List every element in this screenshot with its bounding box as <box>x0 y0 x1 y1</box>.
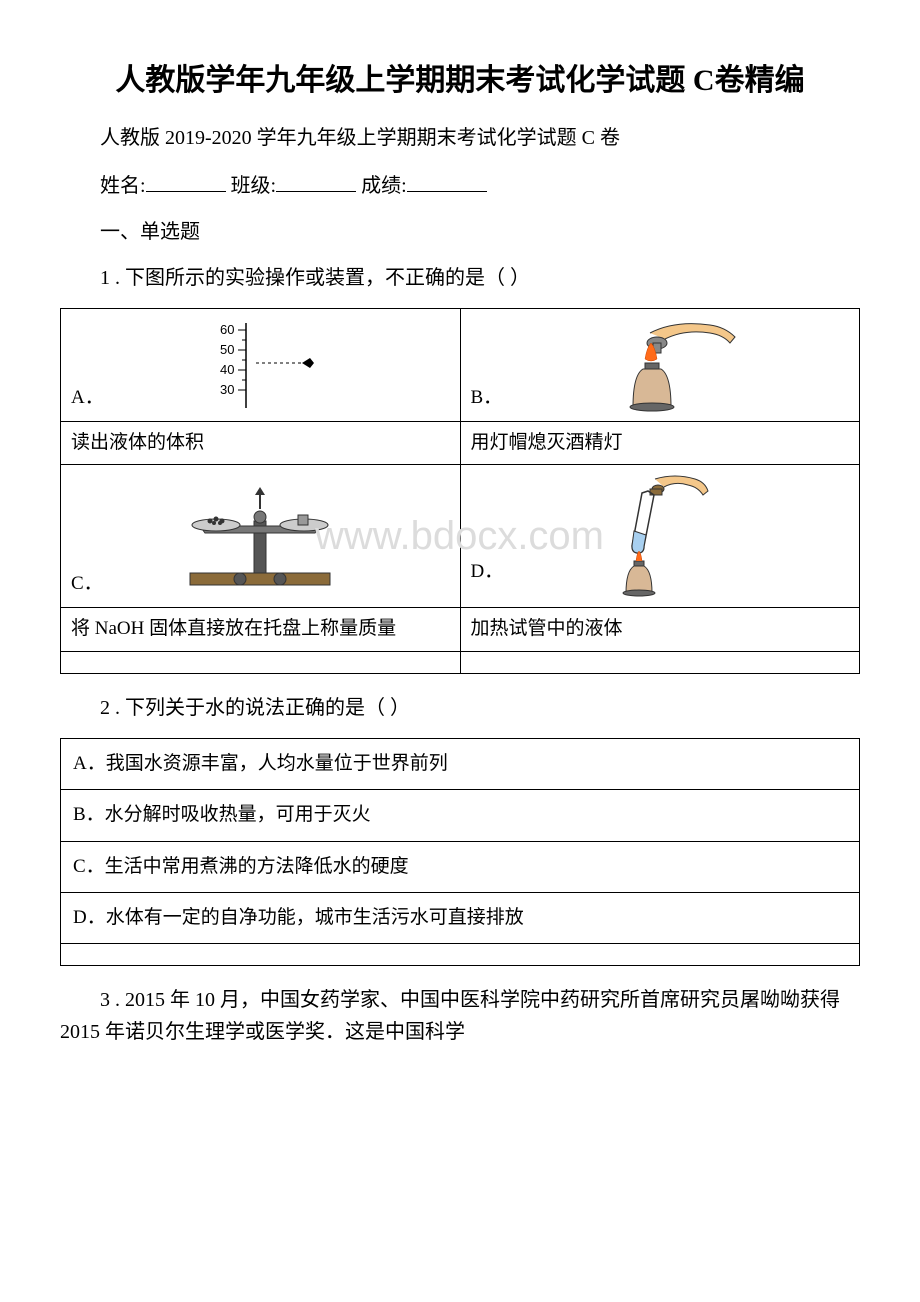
class-blank <box>276 168 356 192</box>
student-info: 姓名: 班级: 成绩: <box>60 168 860 202</box>
name-blank <box>146 168 226 192</box>
svg-text:50: 50 <box>220 342 234 357</box>
class-label: 班级: <box>231 175 277 197</box>
q1-option-d-img: D． <box>460 465 860 608</box>
q1-option-a-caption: 读出液体的体积 <box>61 422 461 465</box>
score-label: 成绩: <box>361 175 407 197</box>
svg-text:60: 60 <box>220 322 234 337</box>
q1-option-b-img: B． <box>460 309 860 422</box>
question-1: 1 . 下图所示的实验操作或装置，不正确的是（ ） <box>60 262 860 294</box>
option-letter-a: A． <box>71 383 104 413</box>
score-blank <box>407 168 487 192</box>
q2-options-table: A．我国水资源丰富，人均水量位于世界前列 B．水分解时吸收热量，可用于灭火 C．… <box>60 738 860 967</box>
svg-text:30: 30 <box>220 382 234 397</box>
balance-icon <box>170 481 350 591</box>
q1-option-a-img: A． 60 50 40 30 <box>61 309 461 422</box>
q1-empty-cell-1 <box>61 651 461 673</box>
q1-option-b-caption: 用灯帽熄灭酒精灯 <box>460 422 860 465</box>
svg-text:40: 40 <box>220 362 234 377</box>
q1-options-table: A． 60 50 40 30 <box>60 308 860 674</box>
subtitle: 人教版 2019-2020 学年九年级上学期期末考试化学试题 C 卷 <box>60 122 860 154</box>
page-title: 人教版学年九年级上学期期末考试化学试题 C卷精编 <box>60 60 860 102</box>
question-2: 2 . 下列关于水的说法正确的是（ ） <box>60 692 860 724</box>
section-heading: 一、单选题 <box>60 216 860 248</box>
cylinder-icon: 60 50 40 30 <box>210 318 350 413</box>
q2-empty-cell <box>61 944 860 966</box>
q1-option-d-caption: 加热试管中的液体 <box>460 608 860 651</box>
lamp-cap-icon <box>575 315 745 415</box>
heat-tube-icon <box>590 471 730 601</box>
q2-option-c: C．生活中常用煮沸的方法降低水的硬度 <box>61 841 860 892</box>
question-3: 3 . 2015 年 10 月，中国女药学家、中国中医科学院中药研究所首席研究员… <box>60 984 860 1048</box>
q1-option-c-caption: 将 NaOH 固体直接放在托盘上称量质量 <box>61 608 461 651</box>
q1-option-c-img: C． www.bdocx.com <box>61 465 461 608</box>
q1-empty-cell-2 <box>460 651 860 673</box>
option-letter-b: B． <box>471 383 503 413</box>
q2-option-d: D．水体有一定的自净功能，城市生活污水可直接排放 <box>61 892 860 943</box>
option-letter-c: C． <box>71 569 103 599</box>
option-letter-d: D． <box>471 557 504 587</box>
q2-option-a: A．我国水资源丰富，人均水量位于世界前列 <box>61 738 860 789</box>
name-label: 姓名: <box>100 175 146 197</box>
q2-option-b: B．水分解时吸收热量，可用于灭火 <box>61 790 860 841</box>
